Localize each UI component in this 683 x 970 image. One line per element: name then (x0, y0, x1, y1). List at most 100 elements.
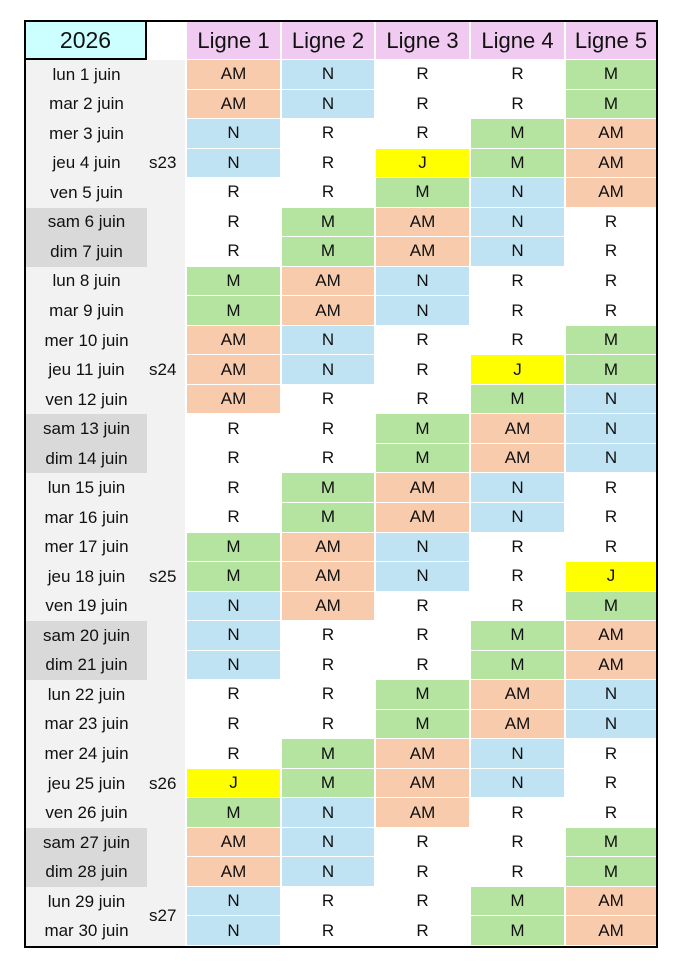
date-cell[interactable]: ven 19 juin (26, 591, 147, 622)
shift-cell[interactable]: N (469, 739, 564, 769)
week-label[interactable]: s25 (147, 473, 185, 681)
shift-cell[interactable]: AM (564, 650, 656, 681)
shift-cell[interactable]: AM (564, 148, 656, 179)
shift-cell[interactable]: R (280, 384, 374, 415)
shift-cell[interactable]: AM (185, 384, 280, 415)
shift-cell[interactable]: N (185, 119, 280, 149)
shift-cell[interactable]: J (564, 562, 656, 592)
date-cell[interactable]: lun 1 juin (26, 60, 147, 90)
shift-cell[interactable]: R (185, 178, 280, 208)
date-cell[interactable]: lun 22 juin (26, 680, 147, 710)
shift-cell[interactable]: M (374, 178, 469, 208)
shift-cell[interactable]: R (469, 798, 564, 828)
date-cell[interactable]: jeu 11 juin (26, 355, 147, 385)
shift-cell[interactable]: J (185, 768, 280, 799)
shift-cell[interactable]: R (564, 473, 656, 503)
date-cell[interactable]: ven 26 juin (26, 798, 147, 828)
date-cell[interactable]: ven 5 juin (26, 178, 147, 208)
date-cell[interactable]: dim 7 juin (26, 237, 147, 267)
shift-cell[interactable]: M (564, 857, 656, 887)
shift-cell[interactable]: N (374, 266, 469, 297)
shift-cell[interactable]: AM (280, 591, 374, 622)
column-header-ligne-4[interactable]: Ligne 4 (469, 22, 564, 60)
date-cell[interactable]: lun 29 juin (26, 886, 147, 917)
date-cell[interactable]: mer 10 juin (26, 325, 147, 356)
shift-cell[interactable]: M (469, 148, 564, 179)
shift-cell[interactable]: R (374, 886, 469, 917)
shift-cell[interactable]: AM (185, 827, 280, 858)
shift-cell[interactable]: R (374, 650, 469, 681)
date-cell[interactable]: lun 15 juin (26, 473, 147, 503)
shift-cell[interactable]: N (564, 680, 656, 710)
shift-cell[interactable]: N (374, 296, 469, 326)
shift-cell[interactable]: AM (374, 768, 469, 799)
shift-cell[interactable]: R (280, 886, 374, 917)
shift-cell[interactable]: AM (469, 709, 564, 740)
shift-cell[interactable]: N (564, 414, 656, 444)
shift-cell[interactable]: R (280, 916, 374, 946)
date-cell[interactable]: mar 2 juin (26, 89, 147, 120)
shift-cell[interactable]: AM (469, 680, 564, 710)
shift-cell[interactable]: AM (185, 355, 280, 385)
shift-cell[interactable]: M (469, 384, 564, 415)
column-header-ligne-3[interactable]: Ligne 3 (374, 22, 469, 60)
shift-cell[interactable]: R (374, 89, 469, 120)
shift-cell[interactable]: R (185, 414, 280, 444)
date-cell[interactable]: jeu 25 juin (26, 768, 147, 799)
shift-cell[interactable]: AM (564, 916, 656, 946)
shift-cell[interactable]: R (564, 798, 656, 828)
shift-cell[interactable]: M (185, 532, 280, 563)
shift-cell[interactable]: AM (374, 473, 469, 503)
shift-cell[interactable]: R (564, 207, 656, 238)
shift-cell[interactable]: R (374, 355, 469, 385)
shift-cell[interactable]: R (469, 89, 564, 120)
shift-cell[interactable]: R (280, 178, 374, 208)
shift-cell[interactable]: N (469, 178, 564, 208)
shift-cell[interactable]: R (374, 857, 469, 887)
shift-cell[interactable]: R (469, 562, 564, 592)
shift-cell[interactable]: M (564, 591, 656, 622)
shift-cell[interactable]: N (185, 148, 280, 179)
date-cell[interactable]: dim 28 juin (26, 857, 147, 887)
shift-cell[interactable]: AM (374, 739, 469, 769)
shift-cell[interactable]: M (469, 119, 564, 149)
shift-cell[interactable]: M (185, 296, 280, 326)
shift-cell[interactable]: R (280, 148, 374, 179)
shift-cell[interactable]: N (185, 621, 280, 651)
shift-cell[interactable]: R (374, 621, 469, 651)
shift-cell[interactable]: R (469, 296, 564, 326)
shift-cell[interactable]: N (185, 886, 280, 917)
shift-cell[interactable]: N (469, 768, 564, 799)
shift-cell[interactable]: R (374, 827, 469, 858)
shift-cell[interactable]: R (374, 384, 469, 415)
shift-cell[interactable]: N (280, 857, 374, 887)
shift-cell[interactable]: AM (185, 60, 280, 90)
shift-cell[interactable]: R (564, 296, 656, 326)
shift-cell[interactable]: AM (469, 414, 564, 444)
shift-cell[interactable]: R (185, 443, 280, 474)
shift-cell[interactable]: AM (374, 502, 469, 533)
shift-cell[interactable]: AM (374, 237, 469, 267)
week-label[interactable]: s23 (147, 60, 185, 267)
shift-cell[interactable]: N (469, 473, 564, 503)
shift-cell[interactable]: M (374, 709, 469, 740)
week-header-empty[interactable] (147, 22, 185, 60)
shift-cell[interactable]: R (280, 414, 374, 444)
shift-cell[interactable]: M (564, 827, 656, 858)
date-cell[interactable]: ven 12 juin (26, 384, 147, 415)
shift-cell[interactable]: N (280, 355, 374, 385)
shift-cell[interactable]: N (185, 591, 280, 622)
shift-cell[interactable]: R (280, 119, 374, 149)
shift-cell[interactable]: R (564, 532, 656, 563)
shift-cell[interactable]: AM (280, 266, 374, 297)
shift-cell[interactable]: M (280, 207, 374, 238)
shift-cell[interactable]: R (374, 119, 469, 149)
shift-cell[interactable]: AM (374, 798, 469, 828)
shift-cell[interactable]: N (374, 532, 469, 563)
shift-cell[interactable]: R (564, 739, 656, 769)
shift-cell[interactable]: M (374, 443, 469, 474)
shift-cell[interactable]: AM (280, 296, 374, 326)
shift-cell[interactable]: N (564, 709, 656, 740)
year-header[interactable]: 2026 (26, 22, 147, 60)
date-cell[interactable]: mer 24 juin (26, 739, 147, 769)
